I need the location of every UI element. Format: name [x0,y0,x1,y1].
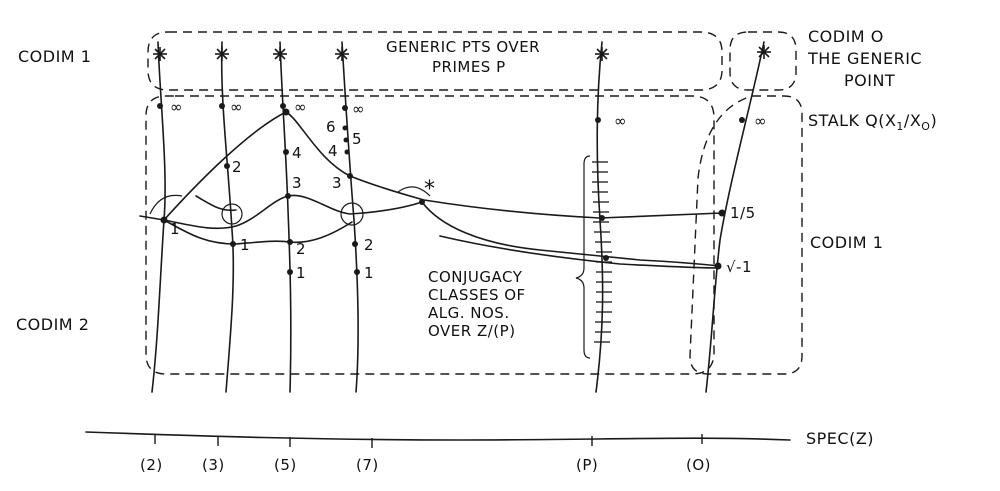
right-codim0-line2: THE GENERIC [807,49,922,68]
section-curve-upper [163,111,723,221]
left-codim1-label: CODIM 1 [18,47,91,66]
conjugacy-brace [575,155,591,359]
pt-7-1: 1 [364,264,374,282]
pt-5-3: 3 [292,174,302,192]
pt-5-4: 4 [292,144,302,162]
fiber-curve-7 [341,41,359,393]
generic-points-box [147,31,723,91]
pt-7-6: 6 [326,118,336,136]
fiber-curve-5 [279,41,292,393]
pt-0-sqrt: √-1 [726,258,752,276]
circle-at-7 [340,202,364,226]
right-codim1-label: CODIM 1 [810,233,883,252]
pt-0-one-fifth: 1/5 [730,204,756,222]
inf-label-3: ∞ [230,98,243,116]
star-label: * [424,177,436,202]
section-curve-sqrt-lower [439,235,721,269]
arc-at-2 [149,194,183,215]
fiber-curve-0 [705,41,765,393]
spec-label: SPEC(Z) [806,429,874,448]
p-fiber-ticks [592,161,612,343]
section-curve-lower [163,219,353,245]
inf-label-7: ∞ [352,100,365,118]
pt-7-2: 2 [364,236,374,254]
axis-label-p: (P) [576,456,598,474]
pt-2-1: 1 [170,220,180,238]
conjugacy-line3: ALG. NOS. [428,304,510,322]
stalk-label: STALK Q(X1/XO) [808,111,937,133]
pt-7-5: 5 [352,130,362,148]
pt-3-1: 1 [240,236,250,254]
fiber-curve-3 [220,41,235,393]
generic-box-line1: GENERIC PTS OVER [386,38,540,56]
spec-z-ticks [154,434,703,448]
conjugacy-line4: OVER Z/(P) [428,322,516,340]
pt-5-1: 1 [296,264,306,282]
arc-at-star [397,186,431,197]
point-dots [157,103,745,275]
generic-point-stars [153,45,771,61]
inf-label-p: ∞ [614,112,627,130]
conjugacy-line2: CLASSES OF [428,286,526,304]
circle-at-3 [221,203,243,225]
right-codim0-line1: CODIM O [808,27,884,46]
axis-label-0: (O) [686,456,711,474]
axis-label-7: (7) [356,456,379,474]
pt-3-2: 2 [232,158,242,176]
left-codim2-label: CODIM 2 [16,315,89,334]
pt-5-2: 2 [296,240,306,258]
axis-label-3: (3) [202,456,225,474]
axis-label-2: (2) [140,456,163,474]
inf-label-5: ∞ [294,98,307,116]
generic-point-box [729,31,797,91]
pt-7-3: 3 [332,174,342,192]
conjugacy-line1: CONJUGACY [428,268,523,286]
spec-z-axis [85,431,791,441]
stalk-region-box [689,95,803,375]
section-curve-left-stub [195,195,237,212]
right-codim0-line3: POINT [844,71,895,90]
inf-label-2: ∞ [170,98,183,116]
pt-7-4: 4 [328,142,338,160]
generic-box-line2: PRIMES P [432,58,506,76]
axis-label-5: (5) [274,456,297,474]
section-curve-sqrt [421,201,721,267]
inf-label-0: ∞ [754,112,767,130]
codim2-region-box [145,95,715,375]
